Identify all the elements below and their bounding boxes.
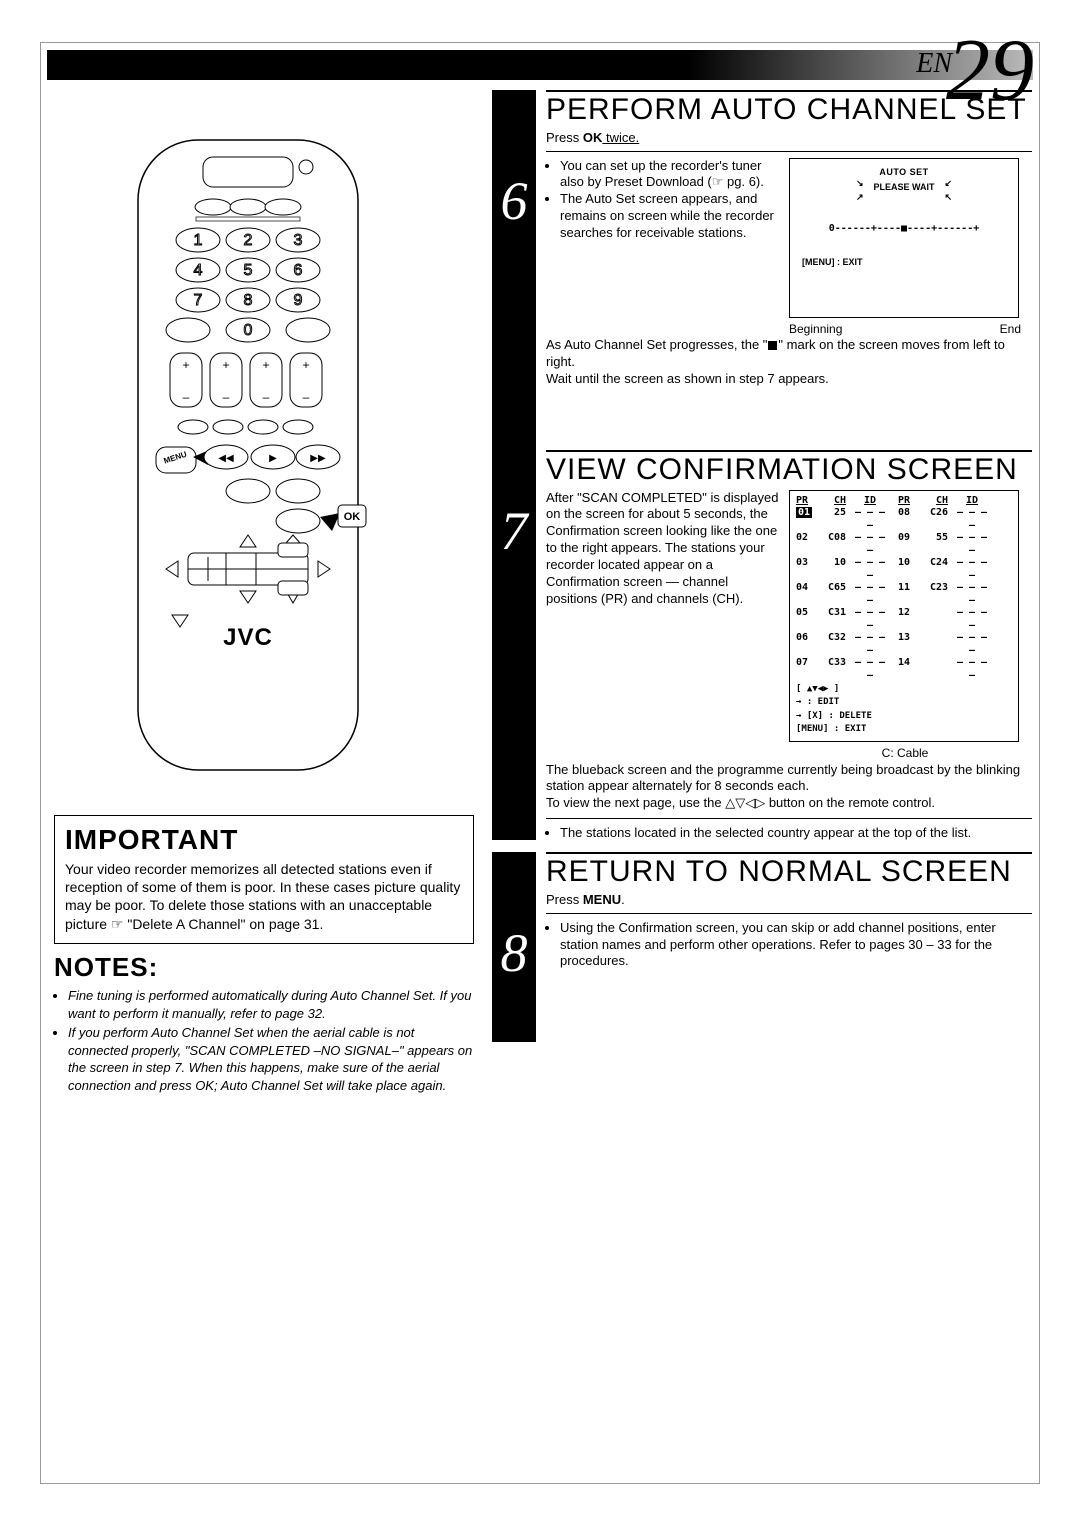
note-item: If you perform Auto Channel Set when the… [68, 1024, 474, 1094]
osd-autoset: AUTO SET ↘ PLEASE WAIT ↙ ↗ ↖ 0------+---… [789, 158, 1019, 318]
step6-tail: As Auto Channel Set progresses, the "" m… [546, 337, 1032, 388]
confirmation-table: PR CH ID PR CH ID 01 25 – – – – [789, 490, 1019, 743]
svg-text:■: ■ [245, 487, 251, 498]
svg-text:–: – [183, 390, 190, 404]
table-row: 05C31– – – –12– – – – [796, 607, 1012, 632]
table-caption: C: Cable [789, 746, 1021, 762]
osd-title: AUTO SET [796, 167, 1012, 179]
osd-label-right: End [1000, 322, 1021, 338]
svg-text:▶▶: ▶▶ [310, 453, 326, 464]
step-sub-pre: Press [546, 130, 583, 145]
important-title: IMPORTANT [65, 824, 463, 856]
svg-text:–: – [303, 390, 310, 404]
conf-wrap: PR CH ID PR CH ID 01 25 – – – – [789, 490, 1021, 762]
step-sub: Press MENU. [546, 892, 1032, 907]
table-sub: → : EDIT [796, 697, 1012, 708]
rule [546, 818, 1032, 819]
svg-text:+: + [222, 358, 229, 372]
svg-text:+: + [182, 358, 189, 372]
step-8: 8 RETURN TO NORMAL SCREEN Press MENU. Us… [492, 852, 1032, 1042]
table-row: 02C08– – – –0955– – – – [796, 532, 1012, 557]
osd-wrap: AUTO SET ↘ PLEASE WAIT ↙ ↗ ↖ 0------+---… [789, 158, 1021, 338]
notes-block: NOTES: Fine tuning is performed automati… [54, 952, 474, 1096]
svg-text:4: 4 [194, 262, 203, 279]
svg-text:8: 8 [244, 292, 253, 309]
osd-label-left: Beginning [789, 322, 842, 338]
svg-text:JVC: JVC [223, 624, 273, 651]
step-number: 6 [492, 170, 536, 232]
svg-text:5: 5 [244, 262, 253, 279]
step-title: PERFORM AUTO CHANNEL SET [546, 94, 1032, 126]
step-content: PERFORM AUTO CHANNEL SET Press OK twice.… [546, 90, 1032, 398]
svg-text:+: + [262, 358, 269, 372]
note-item: Fine tuning is performed automatically d… [68, 987, 474, 1022]
rule [546, 151, 1032, 152]
osd-menu: [MENU] : EXIT [796, 257, 1012, 269]
table-sub: [ ▲▼◀▶ ] [796, 684, 1012, 695]
svg-text:◀◀: ◀◀ [218, 453, 234, 464]
step-bar [492, 90, 536, 450]
table-row: 0310– – – –10C24– – – – [796, 557, 1012, 582]
svg-text:✕: ✕ [181, 322, 194, 339]
svg-text:–: – [223, 390, 230, 404]
remote-svg: 1 2 3 4 5 6 7 8 9 ✕ 0 ⊕ +– +– +– +– MENU [108, 135, 388, 775]
table-row: 06C32– – – –13– – – – [796, 632, 1012, 657]
svg-text:2: 2 [244, 232, 253, 249]
step-text: After "SCAN COMPLETED" is displayed on t… [546, 490, 781, 762]
svg-text:0: 0 [244, 322, 253, 339]
step-title: RETURN TO NORMAL SCREEN [546, 856, 1032, 888]
table-header: PR CH ID PR CH ID [796, 495, 1012, 508]
step7-tail: The blueback screen and the programme cu… [546, 762, 1032, 813]
svg-text:+: + [302, 358, 309, 372]
step6-bullet: The Auto Set screen appears, and remains… [560, 191, 781, 242]
step-row: After "SCAN COMPLETED" is displayed on t… [546, 490, 1032, 762]
step-number: 8 [492, 922, 536, 984]
steps-column: 6 PERFORM AUTO CHANNEL SET Press OK twic… [492, 90, 1032, 1042]
table-row: 07C33– – – –14– – – – [796, 657, 1012, 682]
svg-text:⊕: ⊕ [301, 322, 314, 339]
important-body: Your video recorder memorizes all detect… [65, 860, 463, 933]
svg-text:❚❚: ❚❚ [290, 487, 307, 498]
step-text: You can set up the recorder's tuner also… [546, 158, 781, 338]
step8-bullet: Using the Confirmation screen, you can s… [546, 920, 1032, 971]
table-row: 01 25 – – – – 08 C26 – – – – [796, 507, 1012, 532]
step-sub-bold: OK [583, 130, 603, 145]
svg-text:OK: OK [344, 511, 361, 523]
step7-bullet: The stations located in the selected cou… [546, 825, 1032, 842]
step-content: RETURN TO NORMAL SCREEN Press MENU. Usin… [546, 852, 1032, 980]
important-box: IMPORTANT Your video recorder memorizes … [54, 815, 474, 944]
table-sub: → [X] : DELETE [796, 711, 1012, 722]
step-row: You can set up the recorder's tuner also… [546, 158, 1032, 338]
svg-text:1: 1 [194, 232, 203, 249]
svg-text:–: – [263, 390, 270, 404]
osd-progress: 0------+----■----+------+ [796, 222, 1012, 235]
header-bar [47, 50, 1033, 80]
step-number: 7 [492, 500, 536, 562]
step-7: 7 VIEW CONFIRMATION SCREEN After "SCAN C… [492, 450, 1032, 852]
table-row: 04C65– – – –11C23– – – – [796, 582, 1012, 607]
step-6: 6 PERFORM AUTO CHANNEL SET Press OK twic… [492, 90, 1032, 450]
svg-text:▶: ▶ [269, 453, 277, 464]
step6-bullet: You can set up the recorder's tuner also… [560, 158, 781, 192]
osd-wait: ↘ PLEASE WAIT ↙ ↗ ↖ [796, 182, 1012, 194]
rule [546, 913, 1032, 914]
svg-text:7: 7 [194, 292, 203, 309]
osd-labels: Beginning End [789, 322, 1021, 338]
svg-text:3: 3 [294, 232, 303, 249]
square-icon [768, 341, 777, 350]
notes-title: NOTES: [54, 952, 474, 983]
step-sub: Press OK twice. [546, 130, 1032, 145]
step-sub-post: twice. [602, 130, 639, 145]
remote-illustration: 1 2 3 4 5 6 7 8 9 ✕ 0 ⊕ +– +– +– +– MENU [108, 135, 388, 775]
step-title: VIEW CONFIRMATION SCREEN [546, 454, 1032, 486]
svg-text:6: 6 [294, 262, 303, 279]
notes-list: Fine tuning is performed automatically d… [54, 987, 474, 1094]
table-sub: [MENU] : EXIT [796, 724, 1012, 735]
svg-text:9: 9 [294, 292, 303, 309]
step-content: VIEW CONFIRMATION SCREEN After "SCAN COM… [546, 450, 1032, 852]
